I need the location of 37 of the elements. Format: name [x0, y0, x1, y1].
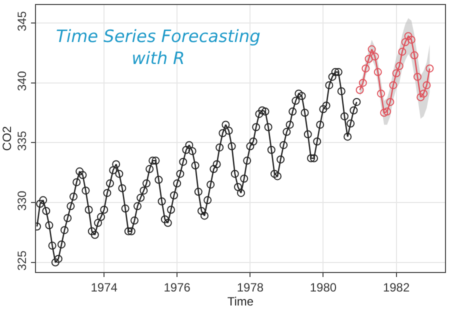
- point: [362, 64, 370, 72]
- point: [410, 51, 418, 60]
- point: [389, 81, 398, 90]
- point: [368, 45, 376, 54]
- x-tick-label: 1976: [164, 280, 191, 294]
- x-tick-label: 1978: [236, 280, 264, 294]
- y-tick-label: 325: [15, 250, 30, 271]
- y-tick-label: 345: [15, 10, 30, 32]
- point: [358, 78, 367, 87]
- point: [404, 32, 412, 40]
- point: [392, 69, 400, 78]
- point: [380, 108, 388, 117]
- point: [420, 90, 428, 98]
- y-axis-title: CO2: [0, 126, 14, 151]
- x-tick-label: 1980: [310, 280, 337, 294]
- point: [386, 98, 394, 106]
- y-tick-label: 335: [15, 130, 30, 151]
- point: [422, 81, 431, 90]
- y-tick-label: 340: [15, 70, 30, 92]
- point: [398, 48, 406, 56]
- point: [377, 90, 385, 98]
- point: [401, 38, 410, 46]
- text: Time Series Forecasting with R: [56, 27, 261, 70]
- y-tick-label: 330: [15, 190, 30, 211]
- point: [364, 54, 373, 63]
- point: [356, 86, 364, 94]
- x-axis-title: Time: [227, 294, 254, 308]
- point: [414, 72, 422, 81]
- point: [426, 64, 434, 72]
- point: [407, 36, 416, 44]
- x-tick-label: 1974: [90, 280, 118, 294]
- x-tick-label: 1982: [382, 280, 410, 294]
- point: [374, 68, 382, 76]
- point: [370, 52, 379, 60]
- point: [416, 93, 425, 102]
- point: [395, 62, 404, 70]
- point: [383, 108, 392, 116]
